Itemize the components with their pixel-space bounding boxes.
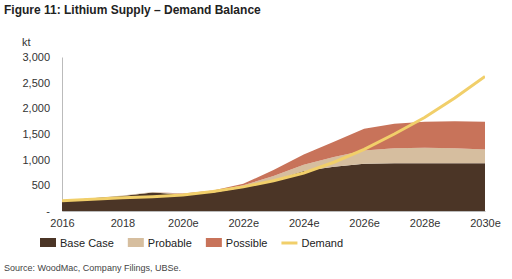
title: Figure 11: Lithium Supply – Demand Balan… bbox=[4, 3, 261, 17]
legend-swatch bbox=[206, 238, 222, 247]
x-axis-line bbox=[63, 211, 486, 212]
y-tick-label: 2,000 bbox=[22, 102, 50, 114]
legend-swatch bbox=[128, 238, 144, 247]
x-tick: 2030e bbox=[470, 211, 501, 229]
data-marks bbox=[62, 77, 485, 211]
x-tick-label: 2016 bbox=[50, 217, 74, 229]
x-tick-label: 2030e bbox=[470, 217, 501, 229]
y-axis-label: kt bbox=[22, 36, 31, 48]
x-tick-label: 2026e bbox=[349, 217, 380, 229]
y-tick: 1,500 bbox=[22, 128, 62, 140]
x-tick: 2024e bbox=[289, 211, 320, 229]
legend-label: Demand bbox=[301, 237, 343, 249]
legend-label: Possible bbox=[226, 237, 268, 249]
y-tick: 2,500 bbox=[22, 77, 62, 89]
x-tick-label: 2024e bbox=[289, 217, 320, 229]
y-tick: 2,000 bbox=[22, 102, 62, 114]
y-tick-label: 1,000 bbox=[22, 154, 50, 166]
x-tick: 2028e bbox=[410, 211, 441, 229]
y-tick: 500 bbox=[32, 179, 62, 191]
line-3 bbox=[62, 77, 485, 201]
y-tick: - bbox=[46, 205, 62, 217]
x-tick-label: 2020e bbox=[168, 217, 199, 229]
y-tick-label: 2,500 bbox=[22, 77, 50, 89]
y-tick-label: - bbox=[46, 205, 50, 217]
x-tick: 2020e bbox=[168, 211, 199, 229]
area-2 bbox=[62, 121, 485, 201]
x-tick: 2026e bbox=[349, 211, 380, 229]
x-tick-label: 2022e bbox=[228, 217, 259, 229]
x-tick-label: 2028e bbox=[410, 217, 441, 229]
chart: Figure 11: Lithium Supply – Demand Balan… bbox=[0, 0, 512, 279]
source: Source: WoodMac, Company Filings, UBSe. bbox=[4, 263, 181, 273]
legend-line bbox=[281, 242, 297, 245]
x-tick-label: 2018 bbox=[111, 217, 135, 229]
x-tick: 2018 bbox=[111, 211, 135, 229]
plot: - 500 1,000 1,500 2,000 2,500 3,000 2016 2018 202… bbox=[22, 51, 500, 229]
y-tick-label: 500 bbox=[32, 179, 50, 191]
x-axis: 2016 2018 2020e 2022e 2024e 2026e 2028e 2030e bbox=[50, 211, 501, 229]
legend-item: Base Case bbox=[40, 237, 114, 249]
legend: Base Case Probable Possible Demand bbox=[40, 237, 343, 249]
legend-item: Possible bbox=[206, 237, 268, 249]
legend-item: Probable bbox=[128, 237, 192, 249]
y-tick: 1,000 bbox=[22, 154, 62, 166]
x-tick: 2016 bbox=[50, 211, 74, 229]
y-axis-line bbox=[62, 58, 63, 212]
y-tick: 3,000 bbox=[22, 51, 62, 63]
y-tick-label: 3,000 bbox=[22, 51, 50, 63]
y-axis: - 500 1,000 1,500 2,000 2,500 3,000 bbox=[22, 51, 62, 217]
legend-swatch bbox=[40, 238, 56, 247]
x-tick: 2022e bbox=[228, 211, 259, 229]
legend-label: Probable bbox=[148, 237, 192, 249]
legend-item: Demand bbox=[281, 237, 343, 249]
y-tick-label: 1,500 bbox=[22, 128, 50, 140]
legend-label: Base Case bbox=[60, 237, 114, 249]
